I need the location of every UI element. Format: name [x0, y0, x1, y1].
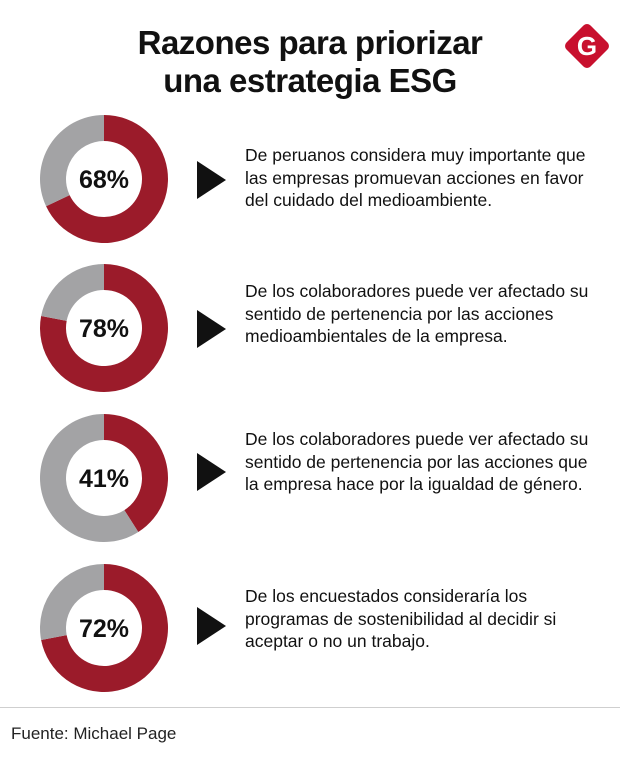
arrow-right-icon	[197, 607, 226, 645]
logo-diamond	[565, 24, 609, 68]
divider	[0, 707, 620, 708]
donut-value-label: 78%	[79, 315, 129, 343]
donut-value-label: 72%	[79, 615, 129, 643]
donut-slice-value	[41, 564, 168, 692]
stat-description: De los colaboradores puede ver afectado …	[245, 281, 589, 346]
stat-row: 68% De peruanos considera muy importante …	[0, 115, 620, 255]
donut-slice-remainder	[40, 115, 104, 207]
source-note: Fuente: Michael Page	[11, 724, 177, 743]
logo-letter: G	[577, 31, 597, 61]
donut-chart: 72%	[40, 564, 168, 692]
donut-slice-value	[46, 115, 168, 243]
brand-logo-icon: G	[565, 24, 609, 68]
stat-row: 41% De los colaboradores puede ver afecta…	[0, 414, 620, 554]
stat-row: 72% De los encuestados consideraría los p…	[0, 564, 620, 704]
donut-chart: 41%	[40, 414, 168, 542]
stat-description: De peruanos considera muy importante que…	[245, 145, 586, 210]
stat-description: De los encuestados consideraría los prog…	[245, 586, 557, 651]
donut-slice-remainder	[41, 264, 104, 321]
arrow-right-icon	[197, 310, 226, 348]
donut-chart: 68%	[40, 115, 168, 243]
stat-row: 78% De los colaboradores puede ver afecta…	[0, 264, 620, 404]
title-line-2: una estrategia ESG	[163, 62, 457, 99]
arrow-right-icon	[197, 161, 226, 199]
donut-chart: 78%	[40, 264, 168, 392]
donut-value-label: 41%	[79, 465, 129, 493]
donut-slice-value	[104, 414, 168, 533]
title-line-1: Razones para priorizar	[137, 24, 483, 61]
donut-value-label: 68%	[79, 166, 129, 194]
page-title: Razones para priorizar una estrategia ES…	[0, 24, 620, 100]
donut-slice-value	[40, 264, 168, 392]
donut-slice-remainder	[40, 564, 104, 640]
donut-slice-remainder	[40, 414, 139, 542]
stat-description: De los colaboradores puede ver afectado …	[245, 429, 589, 494]
arrow-right-icon	[197, 453, 226, 491]
